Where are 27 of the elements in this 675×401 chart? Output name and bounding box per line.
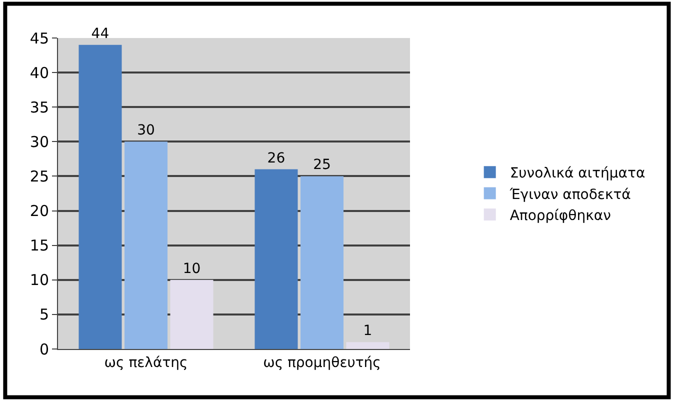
bar [78, 44, 122, 349]
x-tick-label: ως πελάτης [104, 354, 188, 371]
data-label: 30 [137, 122, 155, 139]
data-label: 1 [363, 323, 372, 340]
bar [346, 342, 390, 349]
bar [170, 280, 214, 349]
y-tick-label: 10 [30, 271, 49, 290]
y-tick-label: 40 [30, 64, 49, 82]
bar [124, 142, 168, 349]
bar [300, 176, 344, 349]
data-label: 26 [267, 150, 286, 166]
data-label: 25 [313, 157, 331, 174]
y-tick-label: 0 [39, 340, 49, 358]
y-tick-label: 15 [30, 236, 49, 255]
y-tick-label: 25 [30, 167, 49, 186]
y-tick-label: 20 [30, 202, 49, 220]
legend-label: Έγιναν αποδεκτά [508, 186, 631, 203]
y-tick-label: 45 [30, 29, 49, 48]
y-tick-label: 30 [30, 132, 49, 151]
legend-label: Συνολικά αιτήματα [510, 166, 646, 182]
x-tick-label: ως προμηθευτής [263, 354, 381, 371]
data-label: 44 [91, 26, 110, 42]
bar [254, 169, 298, 349]
legend-label: Απορρίφθηκαν [510, 208, 612, 224]
y-tick-label: 5 [39, 306, 49, 324]
data-label: 10 [182, 260, 201, 277]
y-tick-label: 35 [30, 98, 49, 116]
